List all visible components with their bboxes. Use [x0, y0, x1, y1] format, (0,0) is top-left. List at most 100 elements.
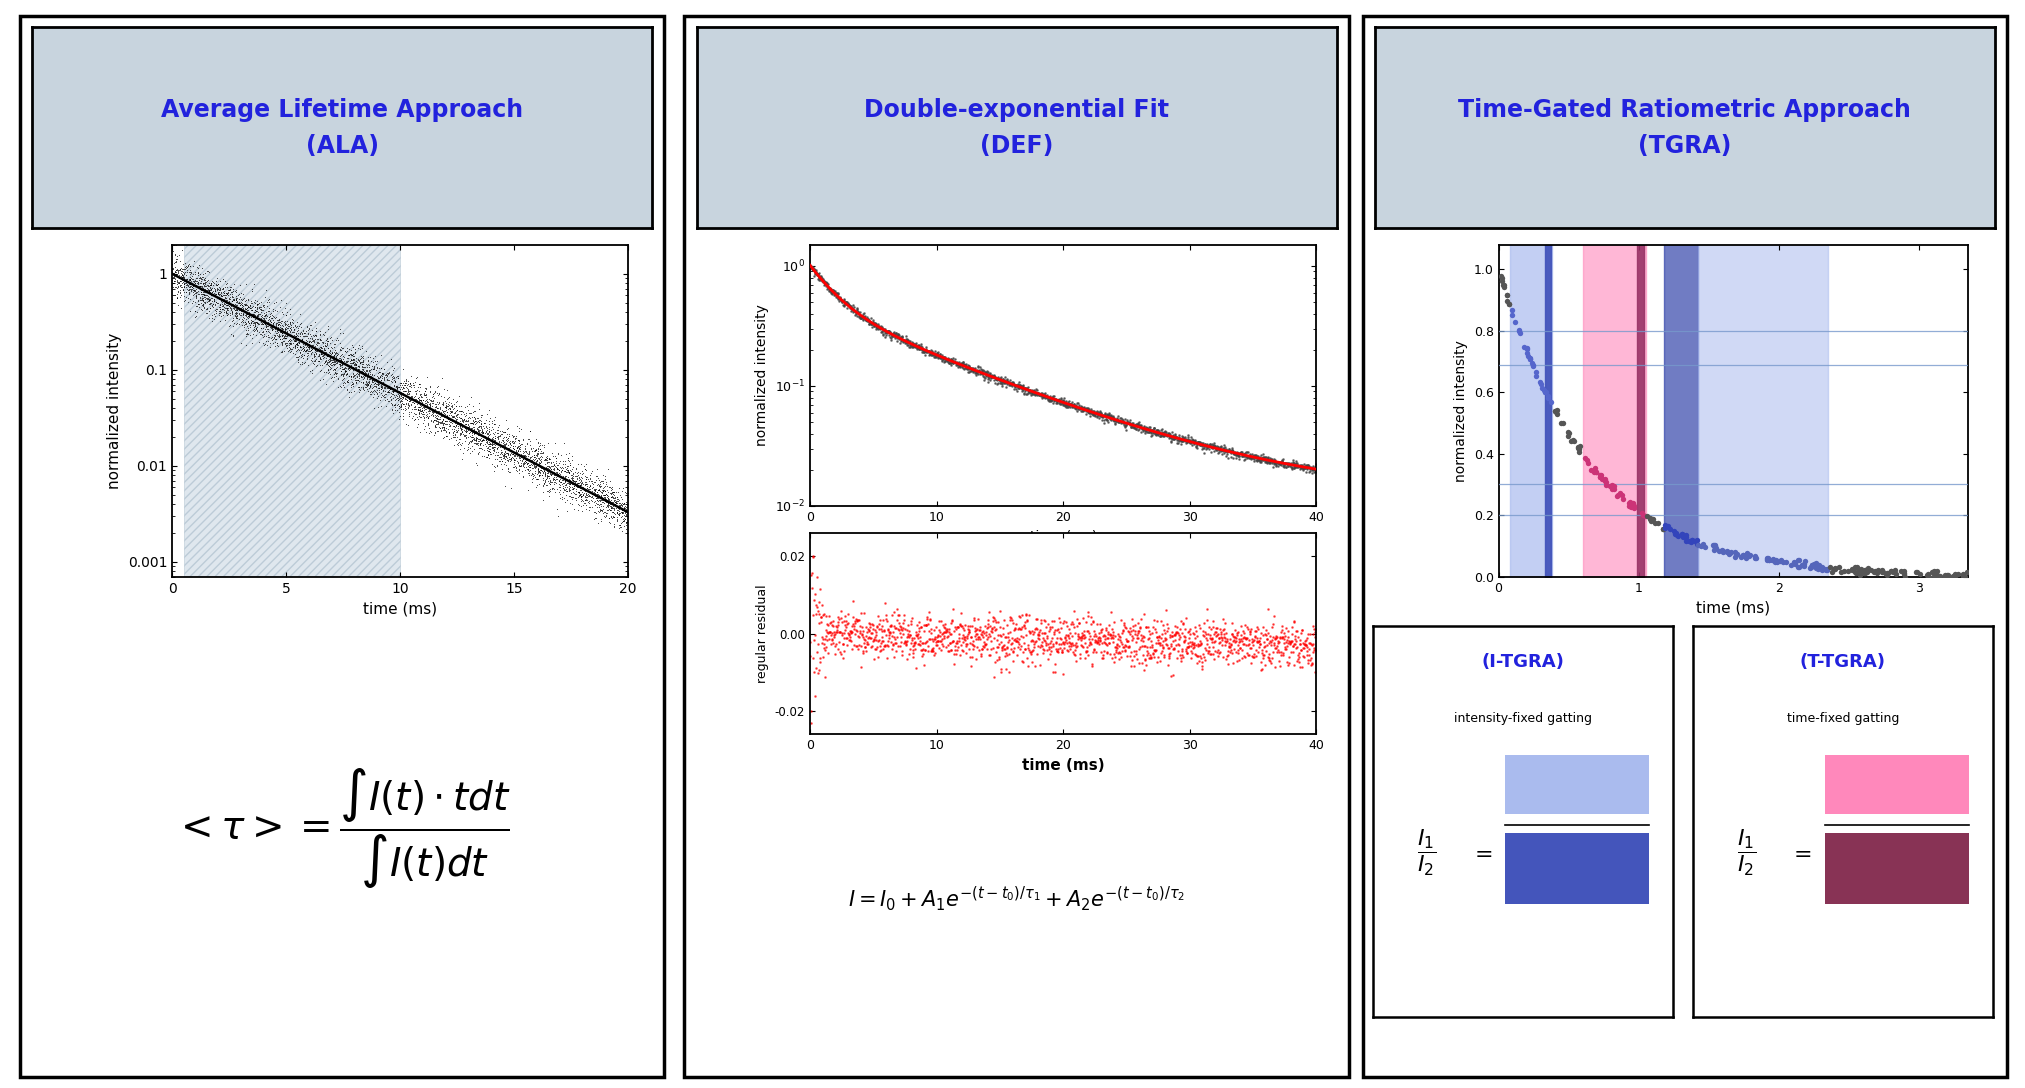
- Point: [1164, 648, 1197, 666]
- Point: [405, 386, 437, 404]
- Point: [288, 346, 320, 363]
- Point: [439, 423, 472, 441]
- Point: [1077, 403, 1110, 420]
- Point: [391, 388, 423, 406]
- Point: [190, 286, 223, 304]
- Point: [583, 496, 616, 514]
- Point: [1039, 392, 1071, 409]
- Point: [1193, 436, 1225, 454]
- Point: [520, 442, 553, 459]
- Point: [474, 433, 506, 450]
- Point: [1203, 442, 1235, 459]
- Point: [292, 336, 324, 354]
- Point: [273, 318, 306, 335]
- Point: [263, 320, 296, 337]
- Point: [229, 314, 261, 332]
- Point: [988, 641, 1021, 658]
- Point: [484, 426, 516, 444]
- Point: [1152, 645, 1185, 663]
- Point: [824, 292, 857, 309]
- Point: [316, 351, 348, 369]
- Point: [427, 403, 460, 420]
- Point: [1626, 506, 1658, 523]
- Point: [1118, 419, 1150, 436]
- Point: [302, 339, 334, 357]
- Point: [1203, 441, 1235, 458]
- Point: [1037, 388, 1069, 406]
- Point: [956, 635, 988, 653]
- Point: [358, 372, 391, 390]
- Point: [500, 443, 533, 460]
- Point: [330, 353, 362, 370]
- Point: [1146, 616, 1179, 633]
- Point: [259, 310, 292, 327]
- Point: [1286, 457, 1318, 474]
- Point: [798, 664, 830, 681]
- Point: [427, 415, 460, 432]
- Point: [265, 324, 298, 342]
- Point: [496, 445, 529, 462]
- Point: [1152, 425, 1185, 443]
- Point: [504, 420, 537, 437]
- Point: [978, 609, 1010, 627]
- Point: [1063, 396, 1096, 413]
- Point: [344, 373, 377, 391]
- Point: [385, 374, 417, 392]
- Point: [516, 473, 549, 491]
- Point: [223, 285, 255, 302]
- Point: [541, 457, 573, 474]
- Point: [857, 632, 889, 650]
- Point: [1229, 636, 1262, 654]
- Point: [996, 374, 1029, 392]
- Point: [330, 363, 362, 381]
- Point: [1515, 350, 1547, 368]
- Point: [373, 372, 405, 390]
- Point: [885, 327, 917, 345]
- Point: [182, 273, 215, 290]
- Point: [387, 380, 419, 397]
- Point: [379, 391, 411, 408]
- Point: [1138, 424, 1170, 442]
- Point: [832, 632, 865, 650]
- Point: [373, 363, 405, 381]
- Point: [281, 334, 314, 351]
- Point: [221, 309, 253, 326]
- Point: [1002, 378, 1035, 395]
- Point: [1174, 633, 1207, 651]
- Point: [450, 420, 482, 437]
- Point: [597, 484, 630, 502]
- Point: [472, 431, 504, 448]
- Point: [1818, 560, 1851, 578]
- Point: [251, 320, 284, 337]
- Point: [1118, 621, 1150, 639]
- Point: [496, 433, 529, 450]
- Point: [1229, 447, 1262, 465]
- Point: [887, 332, 919, 349]
- Point: [186, 292, 219, 309]
- Point: [1104, 409, 1136, 426]
- Point: [381, 380, 413, 397]
- Point: [978, 371, 1010, 388]
- Point: [1213, 643, 1245, 660]
- Point: [1120, 416, 1152, 433]
- Point: [883, 325, 915, 343]
- Point: [834, 297, 867, 314]
- Point: [545, 461, 577, 479]
- Point: [174, 270, 207, 287]
- Point: [1094, 603, 1126, 620]
- Point: [405, 408, 437, 425]
- Point: [371, 376, 403, 394]
- Point: [504, 448, 537, 466]
- Point: [565, 489, 597, 506]
- Point: [551, 482, 583, 499]
- Point: [842, 302, 875, 320]
- Point: [1166, 429, 1199, 446]
- Point: [288, 324, 320, 342]
- Point: [170, 283, 203, 300]
- Point: [273, 335, 306, 353]
- Point: [1575, 461, 1608, 479]
- Point: [840, 622, 873, 640]
- Point: [932, 351, 964, 369]
- Point: [194, 289, 227, 307]
- Point: [233, 289, 265, 307]
